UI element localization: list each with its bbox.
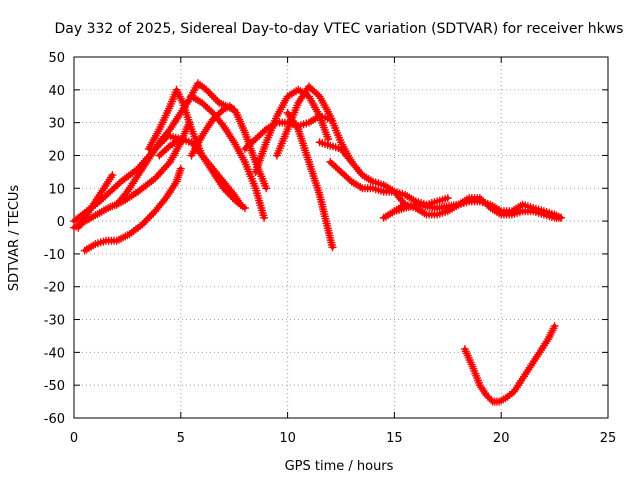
series-plus-markers <box>460 322 559 406</box>
y-tick-labels: -60 -50 -40 -30 -20 -10 0 10 20 30 40 50 <box>44 51 65 427</box>
x-axis-label: GPS time / hours <box>285 459 394 474</box>
x-tick-label: 5 <box>177 431 185 446</box>
data-series <box>70 79 565 406</box>
series-arc-13 <box>283 108 337 252</box>
x-tick-label: 20 <box>493 431 510 446</box>
y-tick-label: 50 <box>48 51 65 66</box>
x-tick-label: 0 <box>70 431 78 446</box>
y-tick-label: -40 <box>44 346 65 361</box>
series-plus-markers <box>272 82 356 166</box>
plot-frame <box>73 56 609 419</box>
y-tick-label: 10 <box>48 182 65 197</box>
series-arc-9 <box>187 102 271 193</box>
series-arc-17 <box>390 197 565 222</box>
series-plus-markers <box>80 164 185 255</box>
y-tick-label: 30 <box>48 117 65 132</box>
series-arc-12 <box>272 82 356 166</box>
y-tick-label: 40 <box>48 84 65 99</box>
y-tick-label: -20 <box>44 281 65 296</box>
y-tick-label: -60 <box>44 412 65 427</box>
series-arc-5 <box>112 79 239 209</box>
series-arc-18 <box>460 322 559 406</box>
axis-ticks <box>73 56 609 419</box>
series-plus-markers <box>155 135 245 209</box>
series-plus-markers <box>283 108 337 252</box>
series-arc-3 <box>80 164 185 255</box>
x-tick-label: 25 <box>600 431 617 446</box>
x-tick-label: 15 <box>386 431 403 446</box>
chart-title: Day 332 of 2025, Sidereal Day-to-day VTE… <box>55 21 624 37</box>
series-plus-markers <box>112 79 239 209</box>
y-tick-label: -30 <box>44 314 65 329</box>
y-tick-label: 20 <box>48 149 65 164</box>
series-arc-7 <box>155 135 245 209</box>
series-plus-markers <box>74 171 117 232</box>
series-plus-markers <box>390 197 565 222</box>
series-arc-4 <box>74 171 117 232</box>
y-axis-label: SDTVAR / TECUs <box>7 185 22 292</box>
x-tick-label: 10 <box>279 431 296 446</box>
y-tick-label: -50 <box>44 379 65 394</box>
y-tick-label: 0 <box>57 215 65 230</box>
y-tick-label: -10 <box>44 248 65 263</box>
x-tick-labels: 0 5 10 15 20 25 <box>70 431 616 446</box>
